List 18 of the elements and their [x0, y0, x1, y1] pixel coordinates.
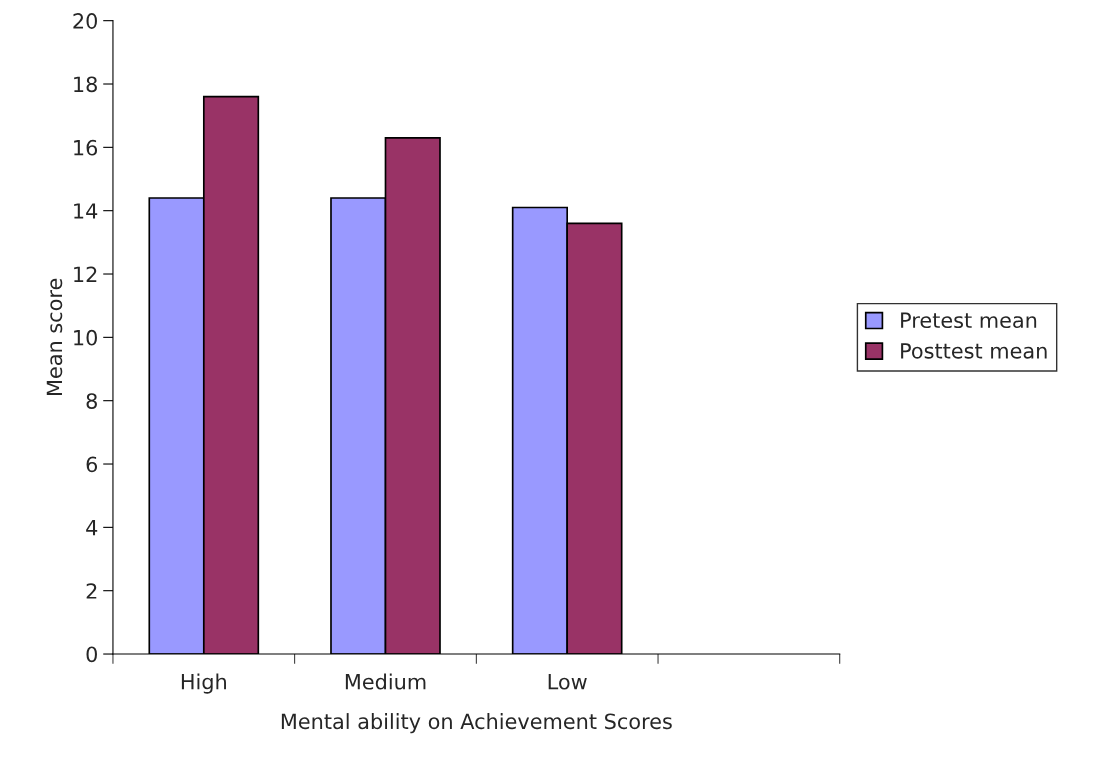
y-tick-label: 18: [74, 76, 97, 93]
y-tick-label: 16: [74, 139, 98, 156]
x-tick-label: Low: [548, 674, 587, 690]
x-tick-label: High: [181, 673, 226, 694]
y-tick-label: 0: [86, 646, 97, 663]
x-tick-label: Medium: [345, 673, 426, 690]
y-tick-label: 8: [86, 393, 97, 409]
y-tick-label: 14: [74, 203, 98, 219]
y-tick-label: 4: [86, 520, 98, 536]
y-tick-label: 10: [74, 329, 97, 346]
y-axis-title: Mean score: [46, 278, 63, 395]
x-axis-title: Mental ability on Achievement Scores: [281, 713, 672, 734]
y-tick-label: 2: [86, 583, 97, 599]
legend-label: Pretest mean: [901, 312, 1037, 329]
y-tick-label: 6: [86, 456, 98, 473]
y-tick-label: 20: [73, 13, 97, 29]
y-tick-label: 12: [74, 266, 97, 282]
legend-label: Posttest mean: [901, 343, 1047, 359]
